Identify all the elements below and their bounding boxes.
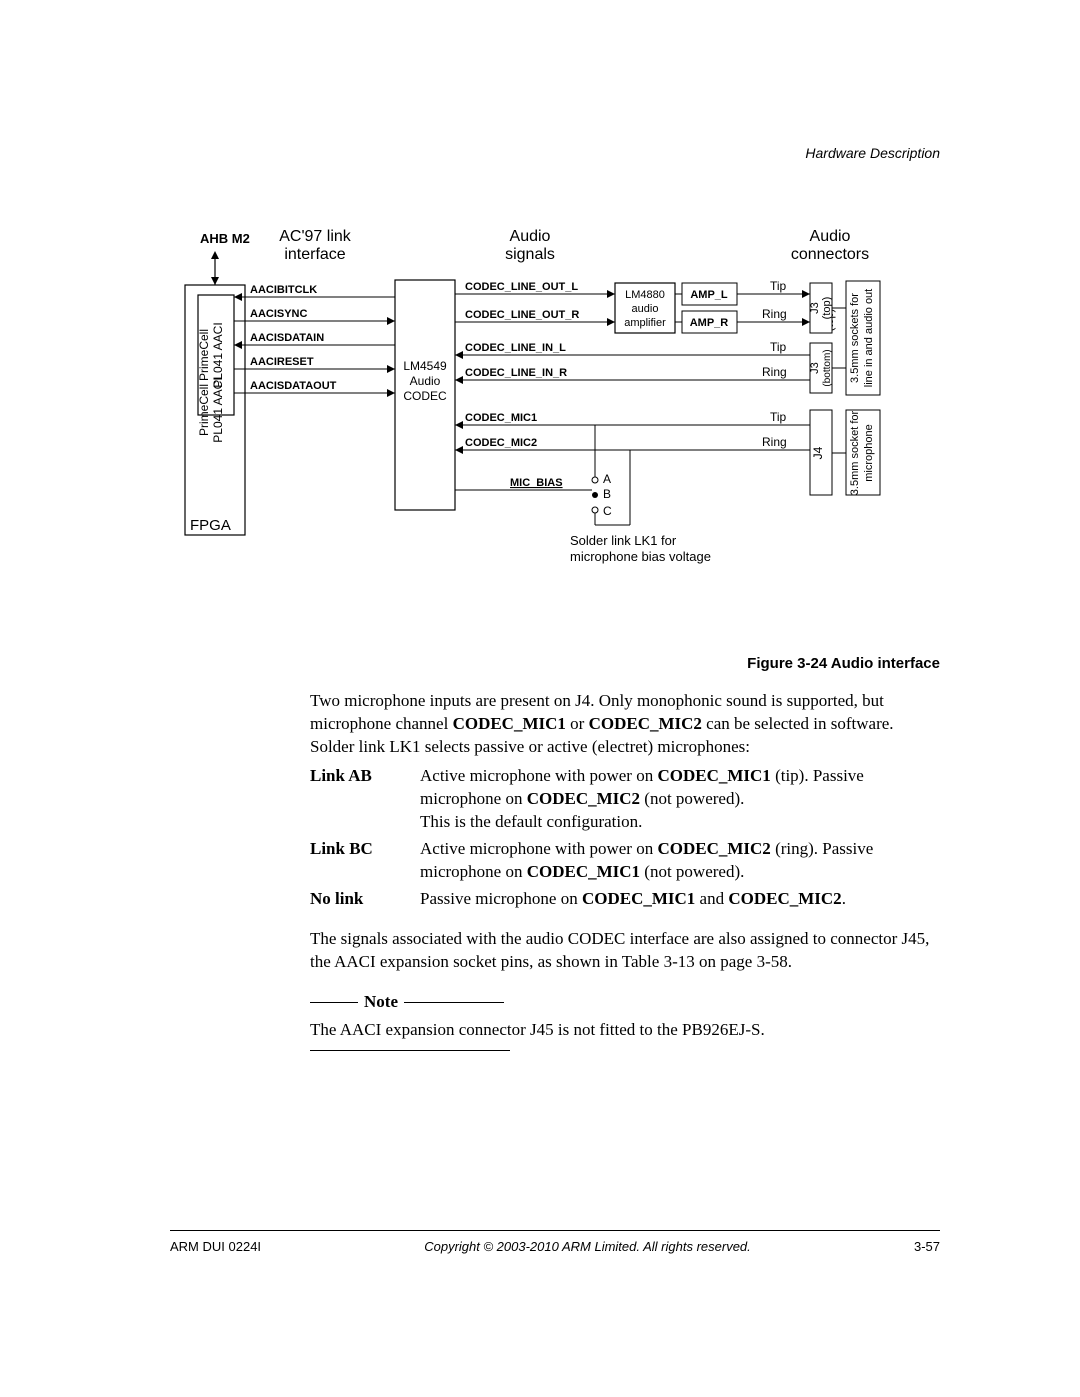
- svg-text:B: B: [603, 487, 611, 501]
- svg-text:J4: J4: [811, 446, 825, 459]
- svg-text:3.5mm sockets for: 3.5mm sockets for: [849, 293, 861, 383]
- ac97-signal-group: AACIBITCLK AACISYNC AACISDATAIN AACIRESE…: [234, 284, 395, 397]
- footer-mid: Copyright © 2003-2010 ARM Limited. All r…: [424, 1239, 751, 1254]
- link-row: No link Passive microphone on CODEC_MIC1…: [310, 888, 940, 911]
- ahb-label: AHB M2: [200, 231, 250, 246]
- svg-text:CODEC_MIC2: CODEC_MIC2: [465, 437, 537, 449]
- link-row: Link BC Active microphone with power on …: [310, 838, 940, 884]
- ac97-label-1: AC'97 link: [279, 228, 352, 245]
- svg-text:CODEC: CODEC: [403, 389, 447, 403]
- audio-sig-1: Audio: [510, 228, 551, 245]
- audio-conn-1: Audio: [810, 228, 851, 245]
- svg-text:(top): (top): [821, 297, 833, 320]
- svg-text:AMP_R: AMP_R: [690, 317, 729, 329]
- svg-text:MIC_BIAS: MIC_BIAS: [510, 477, 563, 489]
- svg-text:AACISDATAOUT: AACISDATAOUT: [250, 380, 337, 392]
- svg-text:audio: audio: [632, 303, 659, 315]
- svg-text:Tip: Tip: [770, 340, 787, 354]
- svg-text:AMP_L: AMP_L: [690, 289, 728, 301]
- paragraph-1: Two microphone inputs are present on J4.…: [310, 690, 940, 759]
- ac97-label-2: interface: [284, 246, 345, 263]
- section-header: Hardware Description: [805, 145, 940, 161]
- svg-text:C: C: [603, 504, 612, 518]
- svg-text:CODEC_LINE_OUT_L: CODEC_LINE_OUT_L: [465, 281, 578, 293]
- svg-text:CODEC_LINE_IN_L: CODEC_LINE_IN_L: [465, 342, 566, 354]
- page-footer: ARM DUI 0224I Copyright © 2003-2010 ARM …: [170, 1230, 940, 1254]
- svg-text:LM4549: LM4549: [403, 359, 447, 373]
- audio-sig-2: signals: [505, 246, 555, 263]
- svg-text:microphone: microphone: [863, 424, 875, 481]
- page-content: Hardware Description AHB M2 AC'97 link i…: [170, 145, 940, 1051]
- audio-interface-diagram: AHB M2 AC'97 link interface Audio signal…: [170, 225, 940, 625]
- footer-left: ARM DUI 0224I: [170, 1239, 261, 1254]
- paragraph-2: The signals associated with the audio CO…: [310, 928, 940, 974]
- svg-text:LM4880: LM4880: [625, 289, 665, 301]
- svg-text:line in and audio out: line in and audio out: [863, 289, 875, 387]
- footer-right: 3-57: [914, 1239, 940, 1254]
- svg-text:J3: J3: [809, 362, 821, 374]
- svg-text:CODEC_LINE_OUT_R: CODEC_LINE_OUT_R: [465, 309, 579, 321]
- fpga-label: FPGA: [190, 517, 231, 534]
- svg-text:CODEC_MIC1: CODEC_MIC1: [465, 412, 537, 424]
- figure-caption: Figure 3-24 Audio interface: [170, 655, 940, 672]
- svg-text:Ring: Ring: [762, 435, 787, 449]
- svg-text:3.5mm socket for: 3.5mm socket for: [849, 410, 861, 495]
- audio-conn-2: connectors: [791, 246, 869, 263]
- svg-text:AACISDATAIN: AACISDATAIN: [250, 332, 324, 344]
- svg-text:AACISYNC: AACISYNC: [250, 308, 308, 320]
- svg-text:AACIBITCLK: AACIBITCLK: [250, 284, 317, 296]
- svg-text:J3: J3: [809, 302, 821, 314]
- link-row: Link AB Active microphone with power on …: [310, 765, 940, 834]
- svg-text:Solder link LK1 for: Solder link LK1 for: [570, 533, 677, 548]
- svg-text:Tip: Tip: [770, 410, 787, 424]
- svg-text:(bottom): (bottom): [822, 349, 833, 386]
- link-list: Link AB Active microphone with power on …: [310, 765, 940, 911]
- svg-text:microphone bias voltage: microphone bias voltage: [570, 549, 711, 564]
- svg-text:amplifier: amplifier: [624, 317, 666, 329]
- svg-text:CODEC_LINE_IN_R: CODEC_LINE_IN_R: [465, 367, 567, 379]
- svg-text:Tip: Tip: [770, 279, 787, 293]
- svg-text:Ring: Ring: [762, 365, 787, 379]
- note-block: Note The AACI expansion connector J45 is…: [310, 992, 940, 1051]
- svg-text:PL041 AACI: PL041 AACI: [211, 322, 225, 387]
- svg-text:Ring: Ring: [762, 307, 787, 321]
- svg-text:AACIRESET: AACIRESET: [250, 356, 314, 368]
- svg-text:PrimeCell: PrimeCell: [197, 329, 211, 381]
- svg-text:A: A: [603, 472, 611, 486]
- svg-text:Audio: Audio: [410, 374, 441, 388]
- svg-text:PrimeCell: PrimeCell: [197, 384, 211, 436]
